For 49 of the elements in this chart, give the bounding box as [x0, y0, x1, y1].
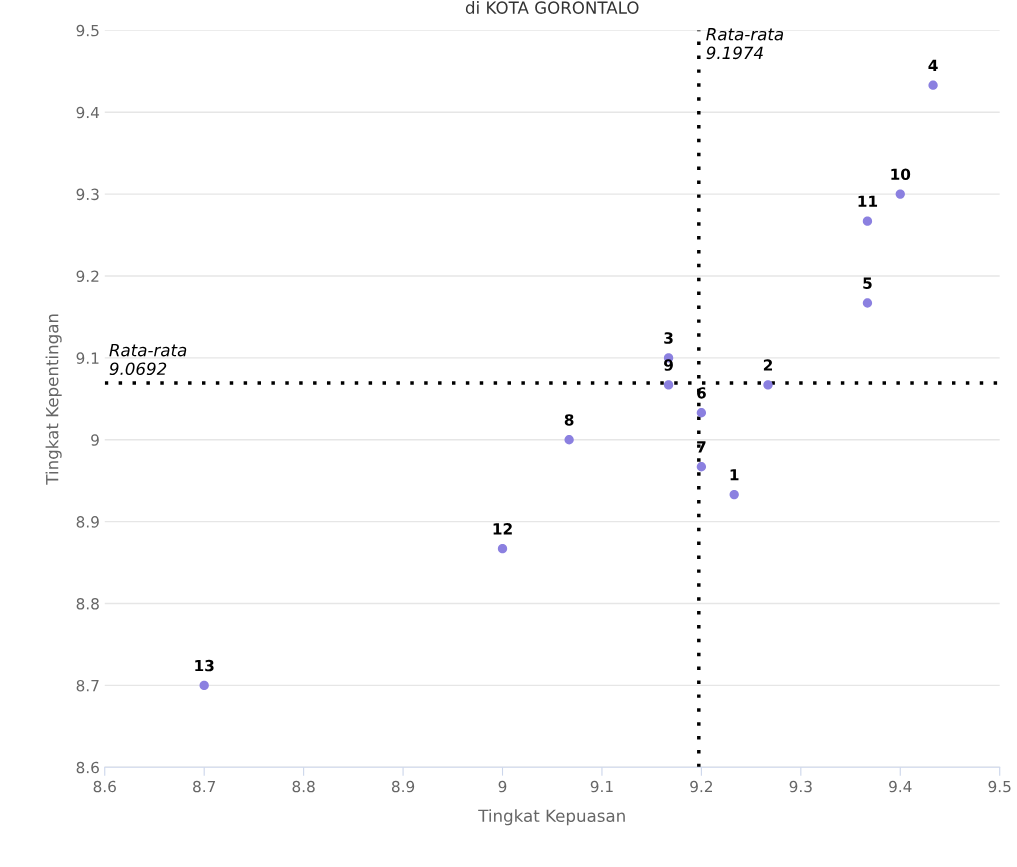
- x-axis-title: Tingkat Kepuasan: [478, 809, 625, 826]
- point: [199, 680, 209, 691]
- point: [862, 216, 873, 226]
- annotation: 10: [891, 168, 911, 181]
- annotation: 9: [664, 359, 673, 371]
- point: [928, 80, 938, 90]
- point: [696, 462, 707, 472]
- point: [763, 380, 773, 390]
- x-tick-label: 9.1: [590, 780, 613, 793]
- point: [564, 435, 574, 445]
- y-tick-label: 9.1: [76, 352, 99, 364]
- point: [696, 408, 707, 418]
- annotation: 5: [863, 277, 872, 289]
- y-tick-label: 8.9: [76, 516, 99, 528]
- annotation: 7: [697, 441, 706, 453]
- ref-line-label: Rata-rata 9.0692: [109, 343, 187, 376]
- x-tick-label: 9.4: [889, 780, 912, 793]
- annotation: 3: [664, 332, 673, 344]
- x-tick-label: 8.9: [391, 780, 415, 793]
- ref-line-label: Rata-rata 9.1974: [706, 28, 784, 60]
- y-tick-label: 9: [91, 434, 99, 446]
- x-tick-label: 9: [498, 780, 507, 793]
- x-tick-label: 8.6: [93, 780, 116, 793]
- point: [862, 298, 873, 308]
- annotation: 11: [858, 195, 878, 207]
- y-tick-label: 9.4: [76, 106, 100, 119]
- annotation: 8: [564, 414, 574, 426]
- x-tick-label: 9.5: [988, 780, 1011, 793]
- point: [497, 544, 508, 554]
- x-tick-label: 9.3: [789, 780, 812, 793]
- annotation: 13: [195, 659, 214, 672]
- y-tick-label: 9.3: [76, 188, 99, 201]
- y-axis-title: Tingkat Kepentingan: [45, 314, 62, 485]
- x-tick-label: 9.2: [690, 780, 713, 793]
- point: [895, 189, 905, 199]
- x-tick-label: 8.7: [193, 780, 216, 793]
- annotation: 2: [763, 359, 772, 371]
- y-tick-label: 8.7: [76, 679, 99, 692]
- y-tick-label: 8.6: [76, 761, 99, 774]
- point: [663, 380, 674, 390]
- point: [729, 489, 739, 500]
- y-tick-label: 9.2: [76, 270, 99, 283]
- chart-title: di KOTA GORONTALO: [465, 1, 639, 14]
- x-tick-label: 8.8: [292, 780, 315, 793]
- y-tick-label: 9.5: [76, 24, 99, 37]
- annotation: 4: [928, 59, 938, 71]
- annotation: 1: [730, 469, 739, 481]
- y-tick-label: 8.8: [76, 597, 99, 610]
- annotation: 12: [493, 523, 512, 535]
